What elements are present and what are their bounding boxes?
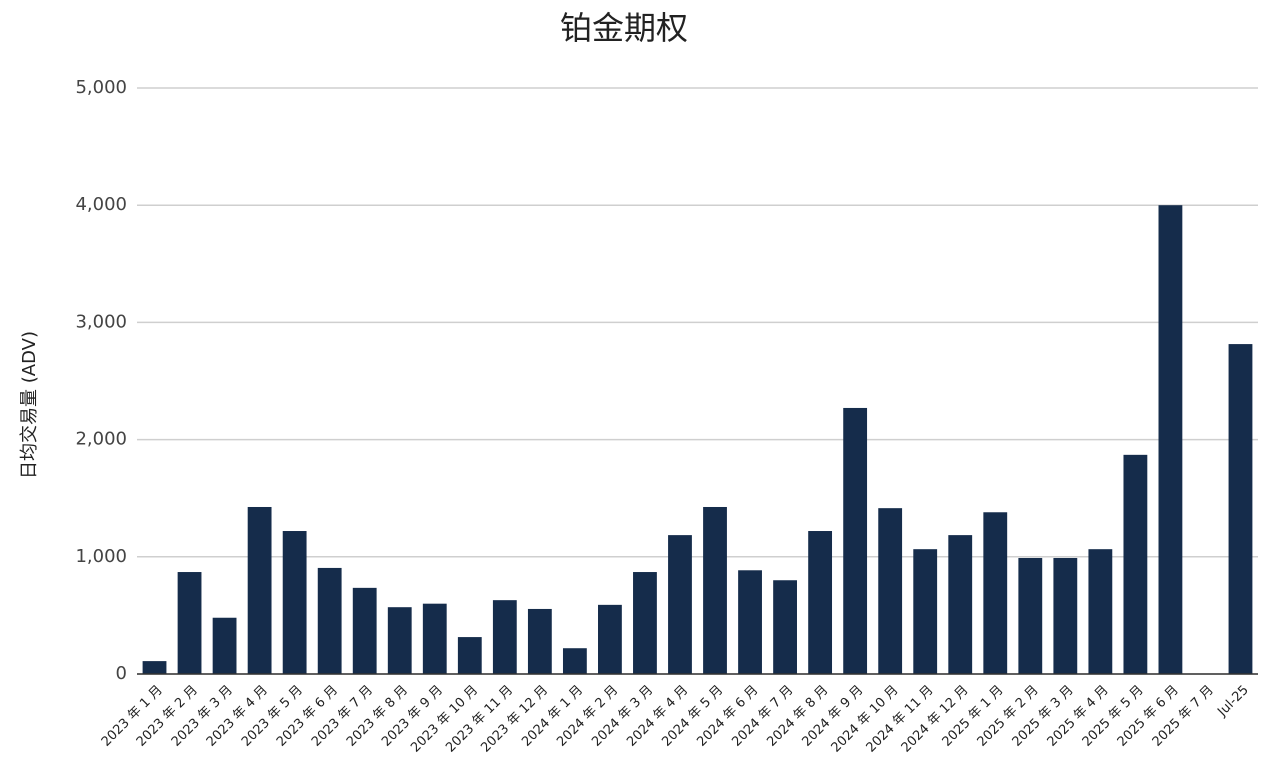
bar bbox=[703, 506, 727, 674]
bar bbox=[668, 535, 692, 674]
bar bbox=[142, 661, 167, 674]
bar bbox=[598, 604, 622, 674]
bar bbox=[1228, 344, 1253, 674]
bar bbox=[913, 549, 938, 674]
bar bbox=[633, 572, 657, 674]
bar bbox=[352, 587, 377, 674]
bar bbox=[1018, 557, 1043, 674]
y-tick-label: 3,000 bbox=[75, 311, 127, 332]
x-tick-label: Jul-25 bbox=[1214, 683, 1251, 720]
bar bbox=[738, 570, 762, 674]
y-tick-label: 4,000 bbox=[75, 194, 127, 215]
bar bbox=[457, 637, 482, 674]
bar bbox=[492, 600, 517, 674]
bar bbox=[282, 531, 307, 674]
bar bbox=[773, 580, 797, 674]
y-tick-label: 2,000 bbox=[75, 429, 127, 450]
bar bbox=[843, 407, 868, 674]
y-tick-label: 1,000 bbox=[75, 546, 127, 567]
bar bbox=[317, 567, 342, 674]
bar bbox=[422, 603, 447, 674]
bar bbox=[177, 572, 202, 674]
bar bbox=[562, 648, 587, 674]
bar bbox=[527, 608, 552, 674]
y-axis-title: 日均交易量 (ADV) bbox=[19, 331, 40, 479]
bar bbox=[983, 512, 1008, 674]
bar bbox=[948, 535, 973, 674]
bar bbox=[878, 508, 903, 674]
bar bbox=[387, 607, 412, 674]
bar bbox=[808, 531, 833, 674]
y-tick-label: 0 bbox=[116, 663, 127, 684]
y-tick-label: 5,000 bbox=[75, 77, 127, 98]
bar bbox=[1088, 549, 1113, 674]
bar bbox=[212, 617, 237, 674]
bar bbox=[1158, 205, 1183, 674]
bar bbox=[247, 506, 272, 674]
chart-title: 铂金期权 bbox=[560, 9, 688, 47]
bar bbox=[1123, 454, 1148, 674]
bar bbox=[1053, 557, 1078, 674]
